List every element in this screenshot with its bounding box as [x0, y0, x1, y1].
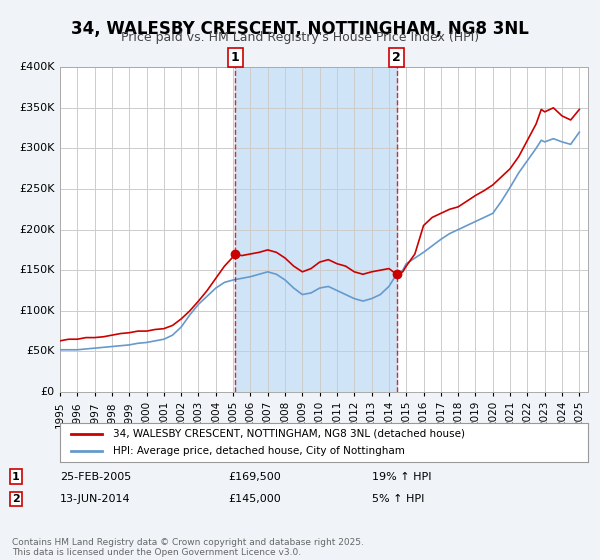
Text: 13-JUN-2014: 13-JUN-2014 — [60, 494, 131, 504]
Text: £50K: £50K — [26, 347, 55, 356]
Text: 2: 2 — [392, 51, 401, 64]
Text: 5% ↑ HPI: 5% ↑ HPI — [372, 494, 424, 504]
Text: Price paid vs. HM Land Registry's House Price Index (HPI): Price paid vs. HM Land Registry's House … — [121, 31, 479, 44]
Text: 1: 1 — [12, 472, 20, 482]
Bar — [235, 67, 397, 392]
Text: 1: 1 — [231, 51, 240, 64]
Text: £300K: £300K — [19, 143, 55, 153]
Text: £169,500: £169,500 — [228, 472, 281, 482]
Text: £350K: £350K — [19, 103, 55, 113]
Text: £400K: £400K — [19, 62, 55, 72]
Text: £100K: £100K — [19, 306, 55, 316]
Text: £250K: £250K — [19, 184, 55, 194]
Text: 34, WALESBY CRESCENT, NOTTINGHAM, NG8 3NL (detached house): 34, WALESBY CRESCENT, NOTTINGHAM, NG8 3N… — [113, 429, 465, 439]
Text: £200K: £200K — [19, 225, 55, 235]
Text: £145,000: £145,000 — [228, 494, 281, 504]
Text: £150K: £150K — [19, 265, 55, 275]
Text: 2: 2 — [12, 494, 20, 504]
Text: 19% ↑ HPI: 19% ↑ HPI — [372, 472, 431, 482]
Text: £0: £0 — [41, 387, 55, 397]
Text: 34, WALESBY CRESCENT, NOTTINGHAM, NG8 3NL: 34, WALESBY CRESCENT, NOTTINGHAM, NG8 3N… — [71, 20, 529, 38]
Text: Contains HM Land Registry data © Crown copyright and database right 2025.
This d: Contains HM Land Registry data © Crown c… — [12, 538, 364, 557]
Text: HPI: Average price, detached house, City of Nottingham: HPI: Average price, detached house, City… — [113, 446, 404, 456]
Text: 25-FEB-2005: 25-FEB-2005 — [60, 472, 131, 482]
